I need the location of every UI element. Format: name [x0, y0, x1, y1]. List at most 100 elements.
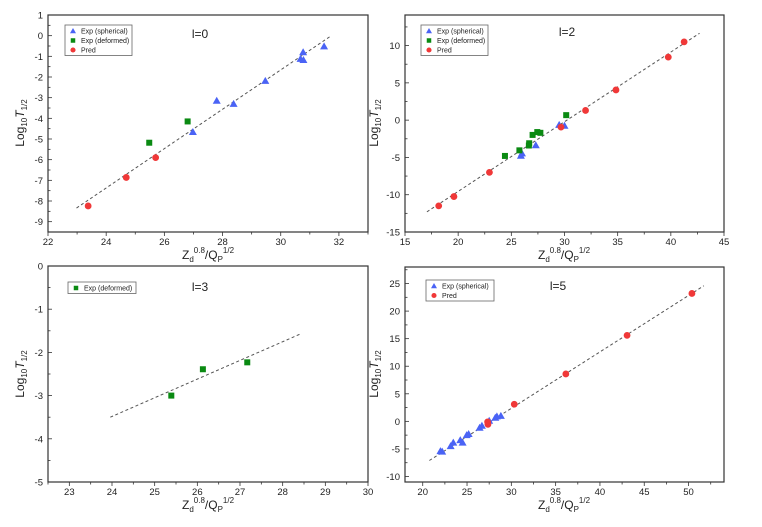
plot-frame — [47, 14, 369, 233]
y-tick-label: -5 — [392, 444, 400, 455]
fit-line — [110, 333, 300, 418]
square-legend-icon — [70, 38, 76, 43]
triangle-point — [188, 127, 197, 135]
square-point — [534, 129, 541, 136]
fit-line — [76, 35, 332, 209]
y-tick-label: -10 — [386, 472, 400, 483]
series-pred — [84, 154, 160, 210]
y-axis-label-part: 1/2 — [374, 99, 383, 111]
legend-label: Pred — [81, 48, 96, 55]
x-tick-label: 30 — [559, 237, 570, 248]
circle-legend-icon — [426, 47, 432, 53]
circle-point — [152, 154, 160, 162]
circle-point — [582, 107, 589, 114]
x-tick-label: 26 — [159, 237, 170, 248]
x-axis-label-part: 0.8 — [194, 246, 206, 255]
y-tick-label: -1 — [35, 305, 43, 316]
square-point — [501, 152, 508, 159]
panel-l2: 15 20 25 30 35 40 451050-5-10-15Zd0.8/QP1/2Log… — [367, 14, 730, 264]
legend: Exp (spherical) Exp (deformed) Pred — [64, 24, 133, 56]
x-tick-label: 45 — [719, 237, 730, 248]
x-axis-label-part: 1/2 — [223, 496, 235, 505]
legend-label: Exp (spherical) — [81, 29, 128, 36]
legend-frame — [425, 279, 495, 302]
circle-legend-icon — [70, 47, 76, 53]
y-tick-label: 25 — [389, 279, 400, 290]
y-tick-label: -6 — [35, 155, 43, 166]
x-axis-label-part: Z — [182, 248, 189, 262]
triangle-point — [299, 48, 308, 56]
circle-point — [486, 168, 493, 176]
x-tick-label: 30 — [275, 237, 286, 248]
series-exp-deformed — [168, 359, 251, 399]
x-axis-label-part: Z — [538, 248, 545, 262]
panel-title: l=0 — [192, 27, 209, 41]
legend-marker — [70, 47, 76, 53]
y-axis-label-part: T — [367, 360, 381, 369]
y-tick-label: 5 — [395, 389, 400, 400]
panel-l0: 22 24 26 28 30 3210-1-2-3-4-5-6-7-8-9Zd0.8/QP… — [13, 11, 369, 264]
y-tick-label: 0 — [38, 262, 43, 273]
legend-label: Exp (deformed) — [84, 286, 132, 293]
fit-line — [426, 32, 700, 213]
square-legend-icon — [73, 285, 79, 291]
x-axis-label-part: 0.8 — [550, 496, 562, 505]
x-tick-label: 25 — [506, 237, 517, 248]
square-point — [244, 359, 251, 366]
legend-marker — [73, 285, 79, 291]
y-axis-label-part: 10 — [374, 117, 383, 126]
y-tick-label: -4 — [35, 434, 43, 445]
y-axis-label-part: 10 — [374, 368, 383, 377]
y-axis-label-part: Log — [13, 378, 27, 398]
y-tick-label: 15 — [389, 334, 400, 345]
triangle-point — [261, 76, 270, 84]
circle-point — [688, 290, 696, 297]
panel-l3: 23 24 25 26 27 28 29 300-1-2-3-4-5Zd0.8/QP1/2Lo… — [13, 262, 373, 515]
fit-line — [429, 285, 705, 461]
triangle-point — [436, 447, 445, 455]
legend-frame — [67, 281, 137, 294]
x-tick-label: 50 — [683, 487, 694, 498]
triangle-point — [456, 436, 465, 444]
y-axis-label-part: Log — [367, 378, 381, 398]
y-tick-label: -5 — [392, 153, 400, 164]
square-point — [537, 129, 544, 136]
x-axis-label-part: d — [189, 505, 193, 514]
series-exp-deformed — [501, 112, 570, 159]
x-tick-label: 25 — [462, 487, 473, 498]
legend-marker — [426, 28, 432, 34]
x-axis-label-part: P — [574, 255, 579, 264]
square-point — [184, 118, 191, 125]
y-tick-label: 1 — [38, 11, 43, 22]
y-axis-label-part: Log — [13, 127, 27, 147]
x-axis-label-part: 0.8 — [550, 246, 562, 255]
y-tick-label: -2 — [35, 73, 43, 84]
legend: Exp (spherical) Exp (deformed) Pred — [420, 24, 489, 56]
y-tick-label: -1 — [35, 52, 43, 63]
y-tick-label: -3 — [35, 391, 43, 402]
y-tick-label: -3 — [35, 93, 43, 104]
legend-marker — [426, 47, 432, 53]
x-tick-label: 29 — [320, 487, 331, 498]
legend-marker — [431, 283, 437, 289]
circle-point — [510, 400, 518, 408]
square-legend-icon — [426, 38, 432, 43]
plot-frame — [404, 266, 725, 483]
x-tick-label: 30 — [506, 487, 517, 498]
triangle-point — [491, 413, 500, 421]
triangle-legend-icon — [70, 28, 76, 34]
x-tick-label: 27 — [235, 487, 246, 498]
triangle-point — [320, 42, 329, 50]
square-point — [199, 366, 206, 373]
square-point — [529, 131, 536, 138]
legend-frame — [420, 24, 489, 56]
circle-point — [557, 123, 565, 131]
x-axis-label-part: d — [545, 505, 549, 514]
triangle-point — [446, 442, 455, 450]
y-axis-label-part: T — [367, 109, 381, 118]
legend-marker — [431, 292, 437, 299]
x-tick-label: 45 — [639, 487, 650, 498]
x-axis-label-part: /Q — [561, 248, 574, 262]
x-tick-label: 40 — [595, 487, 606, 498]
